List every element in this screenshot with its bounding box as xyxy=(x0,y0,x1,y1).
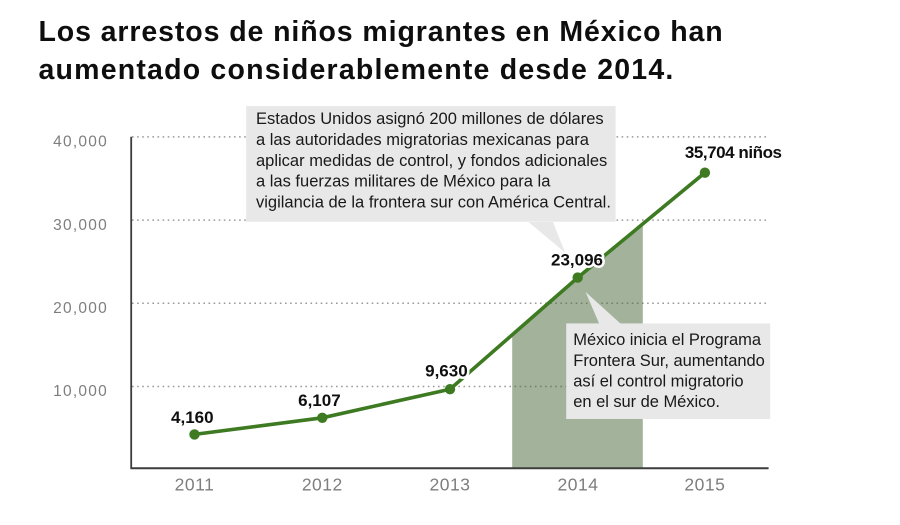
svg-text:Estados Unidos asignó 200 mill: Estados Unidos asignó 200 millones de dó… xyxy=(256,110,604,128)
svg-text:aplicar medidas de control, y: aplicar medidas de control, y fondos adi… xyxy=(256,152,607,170)
svg-text:así el control migratorio: así el control migratorio xyxy=(573,373,743,391)
svg-text:a las autoridades migratorias: a las autoridades migratorias mexicanas … xyxy=(256,131,590,149)
svg-text:2015: 2015 xyxy=(684,475,725,495)
svg-text:2012: 2012 xyxy=(302,475,343,495)
svg-text:México inicia el Programa: México inicia el Programa xyxy=(573,331,762,349)
svg-text:2013: 2013 xyxy=(430,475,471,495)
svg-text:23,096: 23,096 xyxy=(551,250,603,269)
svg-text:40,000: 40,000 xyxy=(53,134,108,151)
svg-text:Frontera Sur, aumentando: Frontera Sur, aumentando xyxy=(573,352,764,370)
svg-text:30,000: 30,000 xyxy=(53,217,108,234)
svg-text:6,107: 6,107 xyxy=(298,391,341,410)
svg-text:2011: 2011 xyxy=(175,475,215,495)
svg-text:9,630: 9,630 xyxy=(425,362,468,381)
svg-text:10,000: 10,000 xyxy=(53,383,108,400)
svg-text:a las fuerzas militares de Méx: a las fuerzas militares de México para l… xyxy=(256,173,551,191)
svg-text:35,704 niños: 35,704 niños xyxy=(685,143,782,162)
svg-text:4,160: 4,160 xyxy=(171,408,214,427)
svg-text:Los arrestos de niños migrante: Los arrestos de niños migrantes en Méxic… xyxy=(39,16,724,48)
svg-text:20,000: 20,000 xyxy=(53,300,108,317)
svg-text:2014: 2014 xyxy=(558,475,599,495)
svg-text:en el sur de México.: en el sur de México. xyxy=(573,393,720,411)
svg-text:vigilancia de la frontera sur: vigilancia de la frontera sur con Améric… xyxy=(256,193,611,211)
svg-text:aumentado considerablemente de: aumentado considerablemente desde 2014. xyxy=(39,54,675,86)
